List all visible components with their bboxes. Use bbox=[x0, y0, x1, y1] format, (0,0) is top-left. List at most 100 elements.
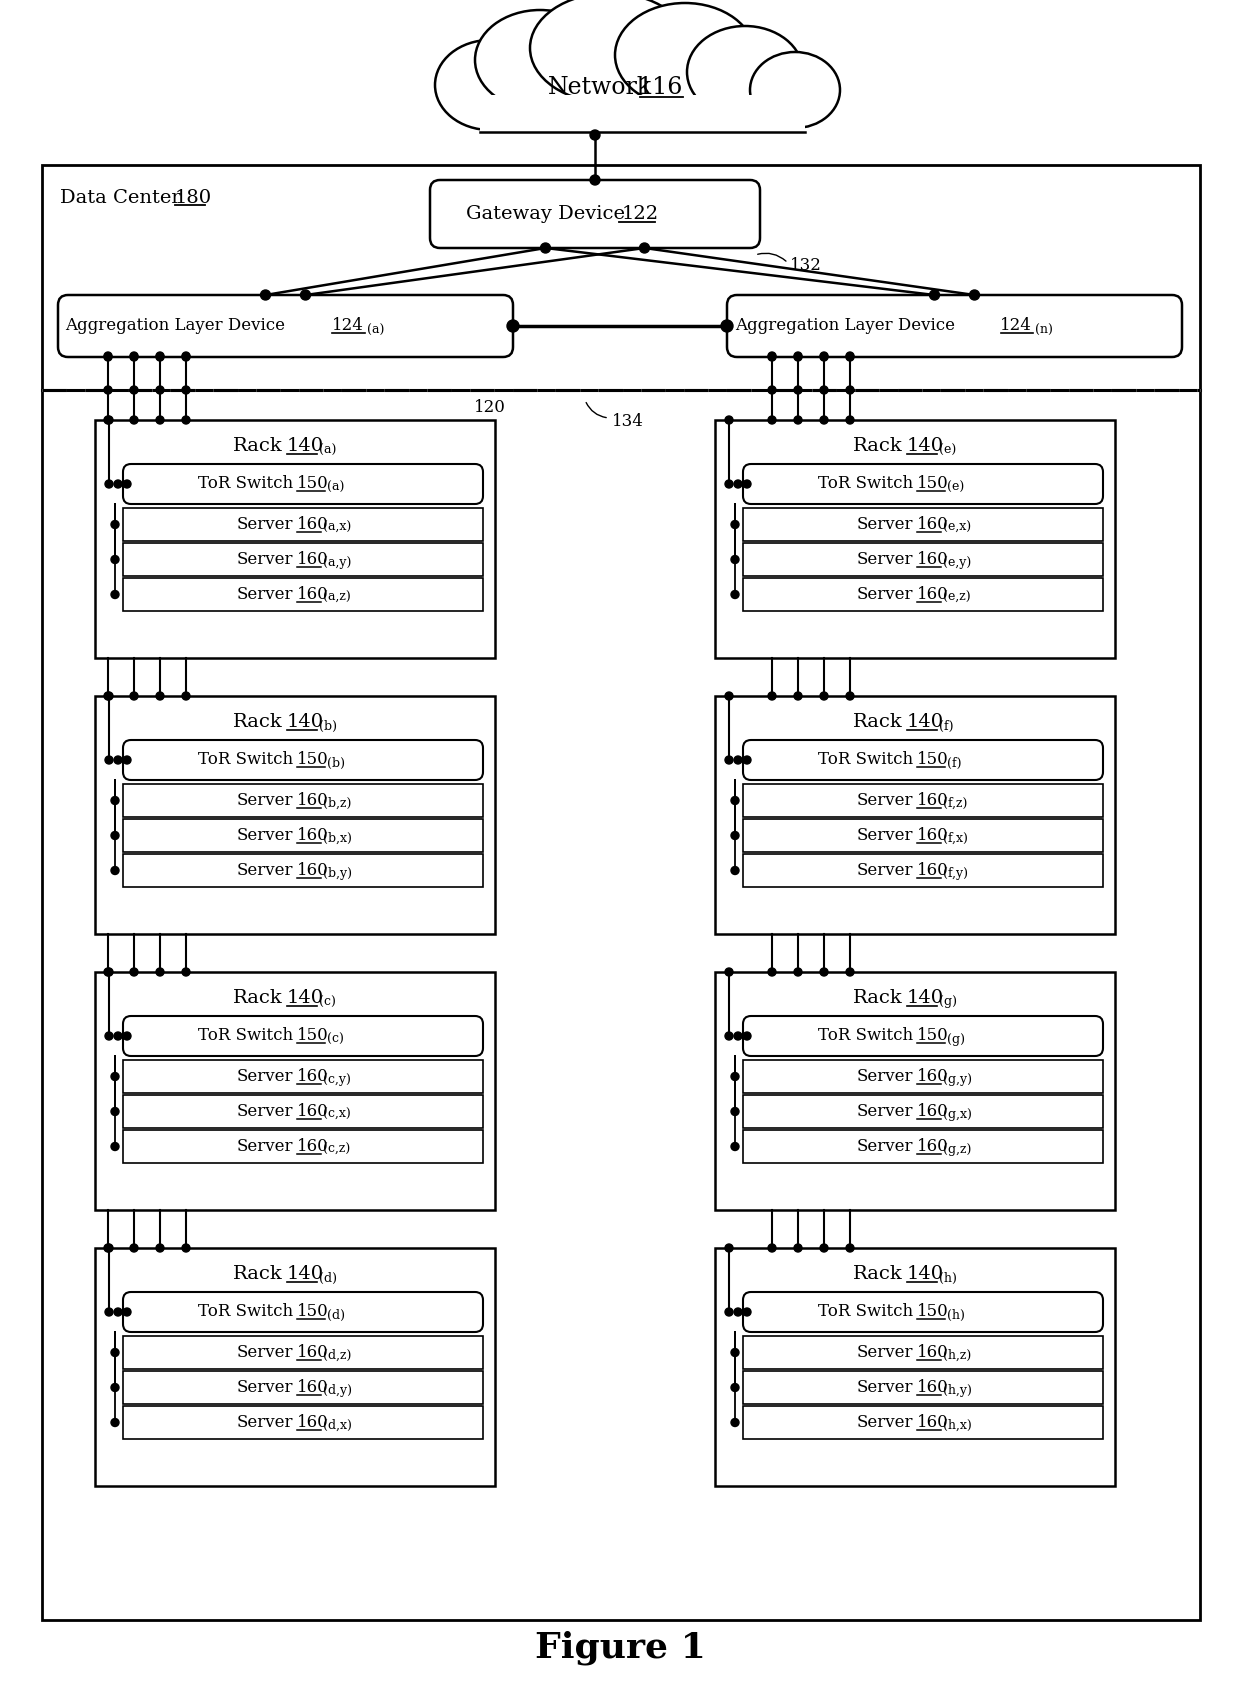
Circle shape bbox=[156, 968, 164, 976]
Text: 134: 134 bbox=[613, 413, 644, 430]
Circle shape bbox=[768, 416, 776, 423]
Circle shape bbox=[768, 968, 776, 976]
Text: (a,z): (a,z) bbox=[322, 592, 351, 604]
Circle shape bbox=[105, 481, 113, 487]
Text: Server: Server bbox=[237, 1415, 293, 1431]
Text: (f,z): (f,z) bbox=[942, 797, 967, 809]
Text: Server: Server bbox=[237, 792, 293, 809]
Circle shape bbox=[820, 386, 828, 395]
Circle shape bbox=[182, 1244, 190, 1253]
Text: Server: Server bbox=[237, 516, 293, 533]
Text: 160: 160 bbox=[298, 828, 329, 845]
Circle shape bbox=[732, 867, 739, 875]
Text: Server: Server bbox=[237, 1103, 293, 1120]
Circle shape bbox=[734, 481, 742, 487]
Circle shape bbox=[794, 352, 802, 361]
Bar bbox=[123, 1335, 484, 1369]
Text: 160: 160 bbox=[918, 828, 949, 845]
Bar bbox=[123, 1060, 484, 1093]
Circle shape bbox=[794, 386, 802, 395]
Text: 116: 116 bbox=[637, 76, 683, 99]
Text: (g): (g) bbox=[947, 1032, 965, 1045]
Bar bbox=[123, 578, 484, 610]
Circle shape bbox=[105, 1308, 113, 1317]
Circle shape bbox=[114, 481, 122, 487]
Circle shape bbox=[846, 352, 854, 361]
Text: 160: 160 bbox=[298, 1415, 329, 1431]
Text: 160: 160 bbox=[918, 862, 949, 878]
Text: (f,y): (f,y) bbox=[942, 867, 968, 880]
Circle shape bbox=[105, 1244, 113, 1253]
FancyArrowPatch shape bbox=[587, 403, 606, 418]
Circle shape bbox=[732, 796, 739, 804]
Text: Server: Server bbox=[237, 1344, 293, 1361]
Circle shape bbox=[725, 481, 733, 487]
Text: 160: 160 bbox=[298, 1138, 329, 1155]
Text: 132: 132 bbox=[790, 256, 822, 273]
Text: (c,y): (c,y) bbox=[322, 1072, 351, 1086]
Text: 160: 160 bbox=[918, 516, 949, 533]
Circle shape bbox=[725, 1244, 733, 1253]
Text: 160: 160 bbox=[298, 1344, 329, 1361]
Text: 140: 140 bbox=[906, 713, 944, 732]
Circle shape bbox=[507, 320, 520, 332]
Bar bbox=[743, 1406, 1104, 1438]
Circle shape bbox=[794, 352, 802, 361]
Text: (a): (a) bbox=[367, 324, 384, 337]
Text: (b,y): (b,y) bbox=[322, 867, 352, 880]
Ellipse shape bbox=[435, 40, 546, 130]
FancyBboxPatch shape bbox=[58, 295, 513, 357]
Text: 180: 180 bbox=[175, 189, 212, 207]
Ellipse shape bbox=[440, 51, 800, 130]
Circle shape bbox=[112, 1108, 119, 1116]
Text: 160: 160 bbox=[298, 1379, 329, 1396]
Circle shape bbox=[725, 1308, 733, 1317]
Text: (f): (f) bbox=[939, 720, 954, 732]
Circle shape bbox=[732, 555, 739, 563]
FancyBboxPatch shape bbox=[123, 740, 484, 781]
Circle shape bbox=[846, 352, 854, 361]
Text: (b,x): (b,x) bbox=[322, 831, 352, 845]
Circle shape bbox=[743, 755, 751, 764]
Text: 140: 140 bbox=[906, 990, 944, 1007]
Circle shape bbox=[112, 831, 119, 840]
Circle shape bbox=[794, 1244, 802, 1253]
Ellipse shape bbox=[615, 3, 755, 106]
Ellipse shape bbox=[529, 0, 689, 103]
Circle shape bbox=[130, 352, 138, 361]
Circle shape bbox=[768, 352, 776, 361]
Text: 140: 140 bbox=[286, 1264, 324, 1283]
Circle shape bbox=[820, 352, 828, 361]
Circle shape bbox=[732, 1143, 739, 1150]
Circle shape bbox=[768, 386, 776, 395]
Text: (e,z): (e,z) bbox=[942, 592, 971, 604]
Text: Server: Server bbox=[857, 587, 913, 604]
Text: Server: Server bbox=[857, 1138, 913, 1155]
Circle shape bbox=[732, 590, 739, 599]
Circle shape bbox=[725, 691, 733, 700]
Text: ToR Switch: ToR Switch bbox=[198, 1027, 293, 1045]
Text: Server: Server bbox=[857, 1379, 913, 1396]
Text: 160: 160 bbox=[918, 1415, 949, 1431]
Circle shape bbox=[105, 691, 113, 700]
Bar bbox=[715, 420, 1115, 658]
Circle shape bbox=[104, 352, 112, 361]
FancyBboxPatch shape bbox=[743, 1291, 1104, 1332]
FancyBboxPatch shape bbox=[743, 740, 1104, 781]
Circle shape bbox=[640, 243, 650, 253]
Text: (c,z): (c,z) bbox=[322, 1143, 350, 1157]
Circle shape bbox=[794, 416, 802, 423]
Text: Rack: Rack bbox=[233, 437, 283, 455]
Text: 140: 140 bbox=[286, 437, 324, 455]
Text: Figure 1: Figure 1 bbox=[534, 1630, 706, 1666]
Circle shape bbox=[112, 1418, 119, 1426]
Circle shape bbox=[846, 386, 854, 395]
Circle shape bbox=[112, 590, 119, 599]
Text: 160: 160 bbox=[298, 516, 329, 533]
Text: 160: 160 bbox=[298, 862, 329, 878]
Circle shape bbox=[930, 290, 940, 300]
Text: 140: 140 bbox=[286, 990, 324, 1007]
Text: Server: Server bbox=[237, 1138, 293, 1155]
Circle shape bbox=[300, 290, 310, 300]
Circle shape bbox=[156, 416, 164, 423]
